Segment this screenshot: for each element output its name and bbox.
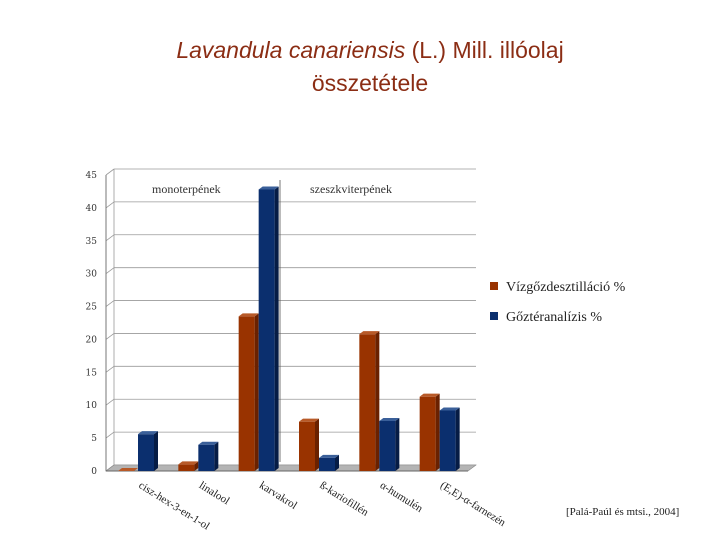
gridline-depth [105,168,115,176]
y-tick-label: 30 [86,270,98,280]
x-tick-label: karvakrol [257,479,299,512]
slide-title: Lavandula canariensis (L.) Mill. illóola… [0,34,720,100]
title-rest: (L.) Mill. illóolaj [405,37,564,63]
citation: [Palá-Paúl és mtsi., 2004] [566,506,680,518]
bar [118,468,138,471]
x-tick-label: α-humulén [378,479,425,515]
group-label-monoterpenes: monoterpének [152,182,221,196]
x-tick-label: ß-kariofillén [317,479,370,519]
bar-top [419,393,440,397]
bar-top [138,431,158,435]
bar-side [375,331,380,471]
gridline-depth [105,234,115,242]
bar-top [439,407,460,411]
text-layer: 051015202530354045cisz-hex-3-en-1-ollina… [86,171,508,533]
legend-entry: Gőztéranalízis % [506,310,602,325]
bar-top [379,418,400,422]
bar-top [178,461,199,465]
bar-front [299,421,315,471]
bar-side [435,393,440,471]
y-tick-label: 20 [86,335,98,345]
group-label-sesquiterpenes: szeszkviterpének [310,182,392,196]
bar [258,186,279,471]
y-tick-label: 15 [86,368,98,378]
bar-front [178,464,195,471]
bar-top [319,454,339,458]
bar-top [299,418,319,422]
bar-top [238,313,259,317]
y-tick-label: 5 [91,434,97,444]
bar-side [315,418,319,471]
y-tick-label: 35 [86,237,98,247]
y-tick-label: 45 [86,171,98,181]
bar-top [118,468,138,471]
bar-layer [118,186,460,471]
bar-front [258,189,275,471]
bar [299,418,319,471]
gridline-depth [105,201,115,209]
legend: Vízgőzdesztilláció % Gőztéranalízis % [490,280,626,325]
y-tick-label: 40 [86,204,98,214]
gridline-depth [105,300,115,307]
x-tick-label: linalool [197,479,232,507]
bar [178,461,199,471]
x-tick-label: (E,E)-α-farnezén [438,479,508,529]
bar [138,431,158,471]
bar [238,313,259,471]
y-tick-label: 25 [86,303,98,313]
bar-front [238,316,255,471]
bar-side [455,407,460,471]
legend-entry: Vízgőzdesztilláció % [506,280,626,295]
legend-swatch [490,282,498,290]
gridline-depth [105,267,115,274]
bar [198,441,219,471]
bar-front [319,457,335,471]
title-species: Lavandula canariensis [176,37,406,63]
y-tick-label: 10 [86,401,98,411]
bar-top [198,441,219,445]
bar-side [194,461,199,471]
gridline-depth [105,398,115,406]
bar-side [254,313,259,471]
bar-side [395,418,400,471]
gridline-depth [105,431,115,439]
bar-top [258,186,279,190]
bar-front [198,444,215,471]
gridline-depth [105,333,115,340]
bar [419,393,440,471]
bar [439,407,460,471]
title-line2: összetétele [311,70,429,96]
legend-swatch [490,312,498,320]
bar-front [419,396,436,471]
bar-front [359,334,376,471]
bar-side [274,186,279,471]
bar [319,454,339,471]
bar-front [138,434,154,471]
y-tick-label: 0 [91,467,97,477]
bar-side [154,431,158,471]
bar [379,418,400,471]
bar-side [214,441,219,471]
bar-front [439,410,456,471]
bar-side [335,454,339,471]
bar [359,331,380,471]
gridline-depth [105,366,115,373]
bar-front [379,421,396,471]
bar-top [359,331,380,335]
